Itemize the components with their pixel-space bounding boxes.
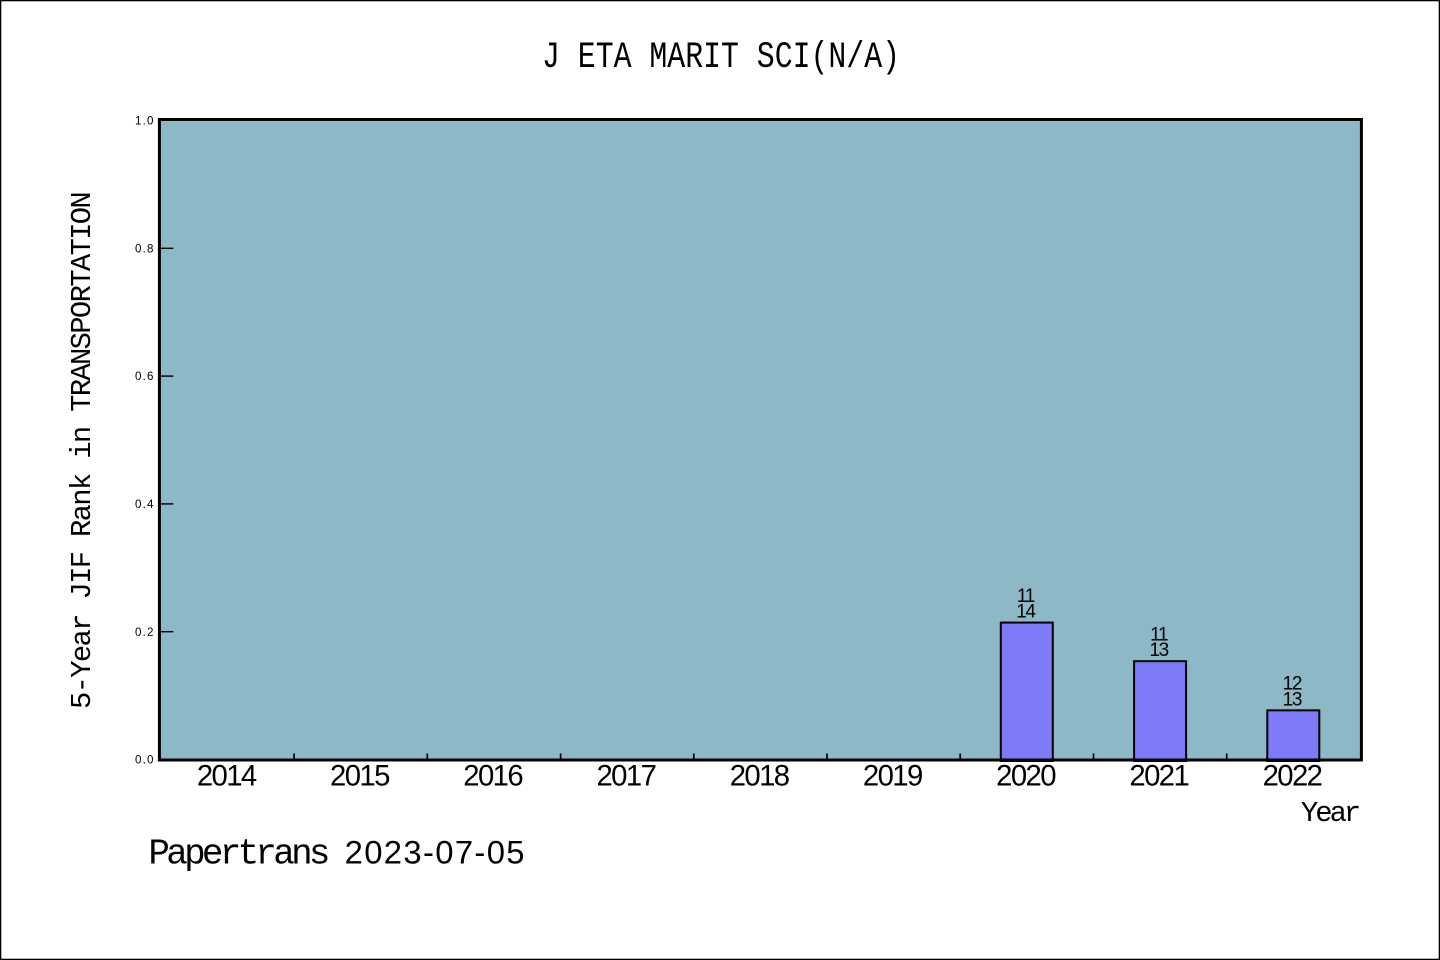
svg-text:2016: 2016 — [463, 760, 522, 793]
svg-text:13: 13 — [1283, 689, 1302, 710]
svg-text:2015: 2015 — [330, 760, 390, 793]
svg-text:0.8: 0.8 — [135, 242, 155, 255]
svg-text:11: 11 — [1150, 624, 1168, 645]
svg-text:J ETA MARIT SCI(N/A): J ETA MARIT SCI(N/A) — [542, 37, 900, 79]
svg-text:13: 13 — [1149, 640, 1168, 661]
svg-text:2014: 2014 — [197, 760, 257, 793]
svg-text:0.2: 0.2 — [135, 626, 155, 639]
svg-text:2017: 2017 — [596, 760, 655, 793]
svg-text:2022: 2022 — [1263, 760, 1322, 793]
svg-text:2021: 2021 — [1129, 760, 1188, 793]
svg-text:2019: 2019 — [863, 760, 922, 793]
svg-text:Papertrans 2023-07-05: Papertrans 2023-07-05 — [148, 834, 525, 875]
svg-text:14: 14 — [1016, 602, 1036, 623]
svg-text:0.6: 0.6 — [135, 370, 155, 383]
svg-text:0.4: 0.4 — [135, 498, 155, 511]
svg-text:12: 12 — [1283, 674, 1302, 695]
svg-text:11: 11 — [1017, 586, 1035, 607]
svg-text:1.0: 1.0 — [135, 115, 155, 128]
svg-text:5-Year JIF Rank in TRANSPORTAT: 5-Year JIF Rank in TRANSPORTATION — [66, 193, 99, 709]
svg-text:2020: 2020 — [996, 760, 1056, 793]
svg-text:Year: Year — [1301, 797, 1359, 830]
svg-text:0.0: 0.0 — [135, 754, 155, 767]
svg-text:2018: 2018 — [730, 760, 790, 793]
